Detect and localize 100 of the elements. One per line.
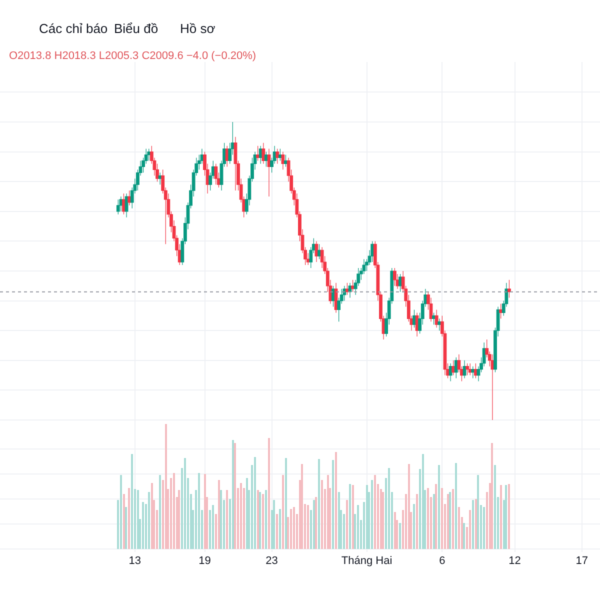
- bar: [240, 483, 242, 549]
- bar: [265, 490, 267, 549]
- x-tick-label: 23: [266, 555, 278, 567]
- bar: [198, 473, 200, 549]
- text: Hồ sơ: [180, 21, 216, 36]
- candlestick: [466, 363, 470, 376]
- candlestick: [122, 193, 126, 215]
- bar: [120, 475, 122, 549]
- bar: [301, 464, 303, 549]
- candlestick: [438, 318, 442, 331]
- bar: [220, 490, 222, 549]
- candlestick: [314, 240, 318, 262]
- bar: [268, 438, 270, 549]
- candlestick: [119, 196, 123, 212]
- bar: [394, 512, 396, 549]
- text: Biểu đồ: [114, 21, 158, 36]
- bar: [142, 502, 144, 549]
- bar: [472, 500, 474, 549]
- candlestick: [351, 280, 354, 292]
- candlestick: [412, 309, 416, 328]
- candlestick: [471, 366, 475, 379]
- bar: [332, 460, 334, 549]
- bar: [125, 507, 127, 549]
- bar: [483, 507, 485, 549]
- bar: [463, 523, 465, 549]
- candlestick: [490, 354, 494, 420]
- candlestick: [128, 190, 132, 206]
- bar: [173, 473, 175, 549]
- bar: [346, 500, 348, 549]
- text: O2013.8 H2018.3 L2005.3 C2009.6 −4.0 (−0.20%): [9, 50, 256, 62]
- candlestick: [147, 148, 151, 162]
- bar: [159, 475, 161, 549]
- bar: [455, 463, 457, 549]
- bar: [382, 492, 384, 549]
- bar: [285, 458, 287, 549]
- bar: [343, 514, 345, 549]
- x-tick-label: 6: [439, 555, 446, 567]
- bar: [148, 492, 150, 549]
- bar: [349, 484, 351, 549]
- bar: [313, 500, 315, 549]
- bar: [399, 523, 401, 549]
- candlestick: [262, 142, 266, 164]
- candlestick: [318, 244, 321, 260]
- bar: [477, 475, 479, 549]
- candlestick: [393, 268, 396, 286]
- candlestick: [448, 363, 452, 382]
- candlestick: [124, 193, 128, 218]
- bar: [226, 490, 228, 549]
- x-tick-label: 17: [576, 555, 588, 567]
- candlestick: [370, 240, 374, 262]
- candlestick: [276, 148, 280, 164]
- bar: [307, 505, 309, 549]
- bar: [165, 424, 167, 549]
- bar: [279, 509, 281, 549]
- candlestick: [462, 360, 466, 379]
- bar: [441, 488, 443, 549]
- bar: [388, 468, 390, 549]
- bar: [128, 488, 130, 549]
- bar: [433, 494, 435, 549]
- bar: [374, 475, 376, 549]
- bar: [290, 509, 292, 549]
- bar: [366, 485, 368, 549]
- bar: [352, 485, 354, 549]
- bar: [327, 475, 329, 549]
- candlestick: [432, 312, 436, 325]
- bar: [494, 465, 496, 549]
- bar: [212, 505, 214, 549]
- bar: [469, 510, 471, 549]
- candlestick: [116, 199, 120, 215]
- candlestick: [508, 280, 511, 298]
- bar: [273, 500, 275, 549]
- bar: [234, 443, 236, 549]
- candlestick: [264, 151, 268, 167]
- bar: [508, 484, 510, 549]
- bar: [371, 480, 373, 549]
- candlestick: [214, 163, 218, 185]
- bar: [151, 483, 153, 549]
- x-tick-label: 13: [128, 555, 142, 567]
- candlestick: [398, 274, 402, 292]
- bar: [178, 490, 180, 549]
- bar: [123, 494, 125, 549]
- bar: [416, 494, 418, 549]
- bar: [254, 457, 256, 549]
- bar: [184, 458, 186, 549]
- bar: [315, 497, 317, 549]
- candlestick: [256, 146, 260, 162]
- bar: [204, 474, 206, 549]
- candlestick: [474, 363, 478, 379]
- bar: [500, 485, 502, 549]
- candlestick: [158, 172, 162, 185]
- candlestick: [334, 282, 338, 314]
- bar: [357, 505, 359, 549]
- bar: [293, 507, 295, 549]
- candlestick: [434, 309, 438, 328]
- bar: [318, 459, 320, 549]
- bar: [505, 485, 507, 549]
- x-tick-label: 12: [508, 555, 521, 567]
- bar: [276, 514, 278, 549]
- bar: [452, 489, 454, 549]
- candlestick: [348, 282, 352, 298]
